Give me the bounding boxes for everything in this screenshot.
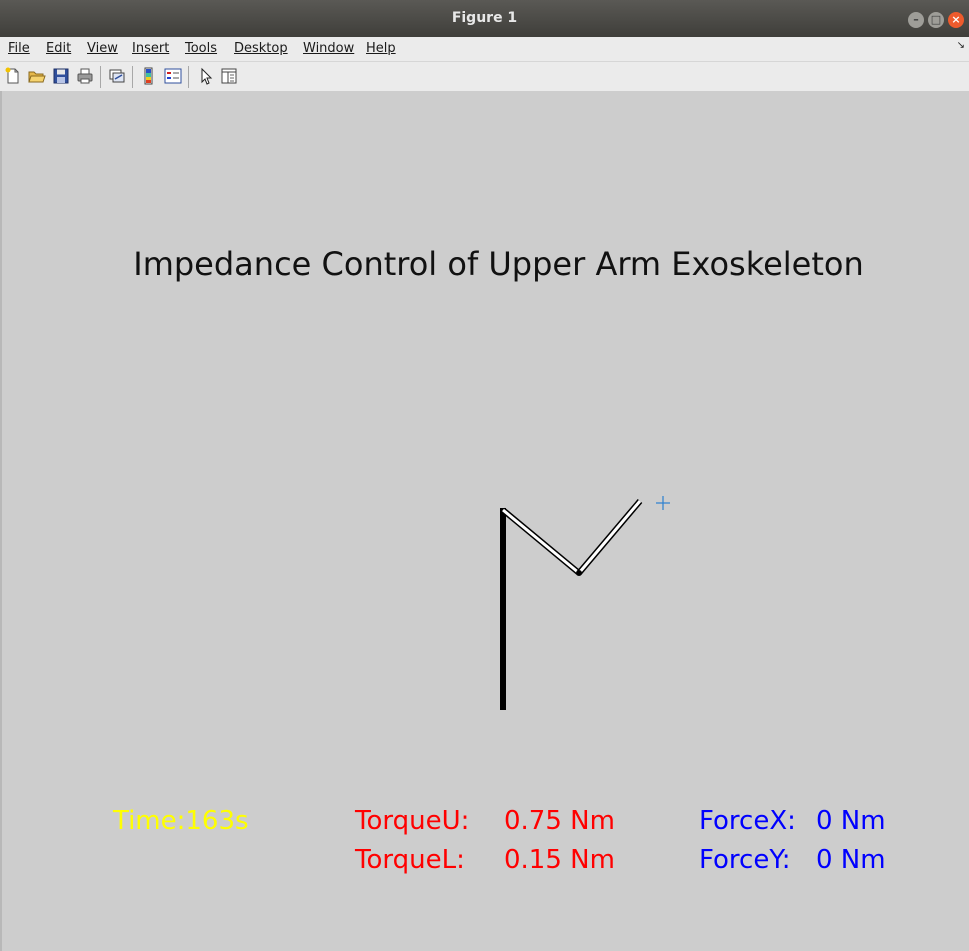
maximize-icon: □ (930, 13, 942, 26)
force-x-value: 0 Nm (816, 806, 886, 836)
time-value: 163s (185, 806, 249, 836)
menu-insert[interactable]: Insert (132, 41, 169, 56)
time-readout: Time:163s (113, 806, 249, 836)
close-button[interactable]: × (948, 12, 964, 28)
torque-u-value: 0.75 Nm (504, 806, 615, 836)
elbow-joint (576, 570, 582, 576)
toolbar-separator (132, 66, 133, 88)
insert-legend-icon[interactable] (164, 67, 182, 85)
menu-desktop-label: Desktop (234, 41, 288, 56)
menu-insert-label: Insert (132, 41, 170, 56)
toolbar (0, 62, 969, 92)
maximize-button[interactable]: □ (928, 12, 944, 28)
minimize-icon: – (913, 13, 919, 26)
dock-arrow-icon[interactable]: ↘ (956, 40, 965, 51)
menu-file[interactable]: File (8, 41, 30, 56)
time-label: Time: (113, 806, 186, 836)
insert-colorbar-icon[interactable] (140, 67, 158, 85)
title-bar[interactable]: Figure 1 – □ × (0, 0, 969, 37)
menu-tools[interactable]: Tools (185, 41, 217, 56)
new-figure-icon[interactable] (4, 67, 22, 85)
link-plot-icon[interactable] (108, 67, 126, 85)
menu-edit[interactable]: Edit (46, 41, 71, 56)
menu-bar: File Edit View Insert Tools Desktop Wind… (0, 37, 969, 62)
close-icon: × (951, 13, 961, 26)
toolbar-separator (188, 66, 189, 88)
force-x-label: ForceX: (699, 806, 796, 836)
select-arrow-icon[interactable] (197, 67, 215, 85)
force-y-value: 0 Nm (816, 845, 886, 875)
torque-l-value: 0.15 Nm (504, 845, 615, 875)
lower-arm-highlight (577, 500, 642, 574)
torque-u-label: TorqueU: (355, 806, 470, 836)
print-icon[interactable] (76, 67, 94, 85)
menu-tools-label: Tools (185, 41, 218, 56)
upper-arm-highlight (502, 508, 580, 575)
open-icon[interactable] (28, 67, 46, 85)
save-icon[interactable] (52, 67, 70, 85)
left-edge (0, 91, 2, 951)
menu-help[interactable]: Help (366, 41, 396, 56)
target-marker-icon (656, 496, 670, 510)
toolbar-separator (100, 66, 101, 88)
menu-edit-label: Edit (46, 41, 72, 56)
menu-view[interactable]: View (87, 41, 118, 56)
menu-desktop[interactable]: Desktop (234, 41, 288, 56)
menu-window-label: Window (303, 41, 355, 56)
menu-window[interactable]: Window (303, 41, 354, 56)
figure-canvas[interactable] (0, 91, 969, 951)
menu-view-label: View (87, 41, 118, 56)
torque-l-label: TorqueL: (355, 845, 465, 875)
menu-file-label: File (8, 41, 30, 56)
menu-help-label: Help (366, 41, 396, 56)
property-inspector-icon[interactable] (220, 67, 238, 85)
window-title: Figure 1 (451, 10, 518, 26)
minimize-button[interactable]: – (908, 12, 924, 28)
figure-title: Impedance Control of Upper Arm Exoskelet… (133, 245, 864, 283)
force-y-label: ForceY: (699, 845, 791, 875)
